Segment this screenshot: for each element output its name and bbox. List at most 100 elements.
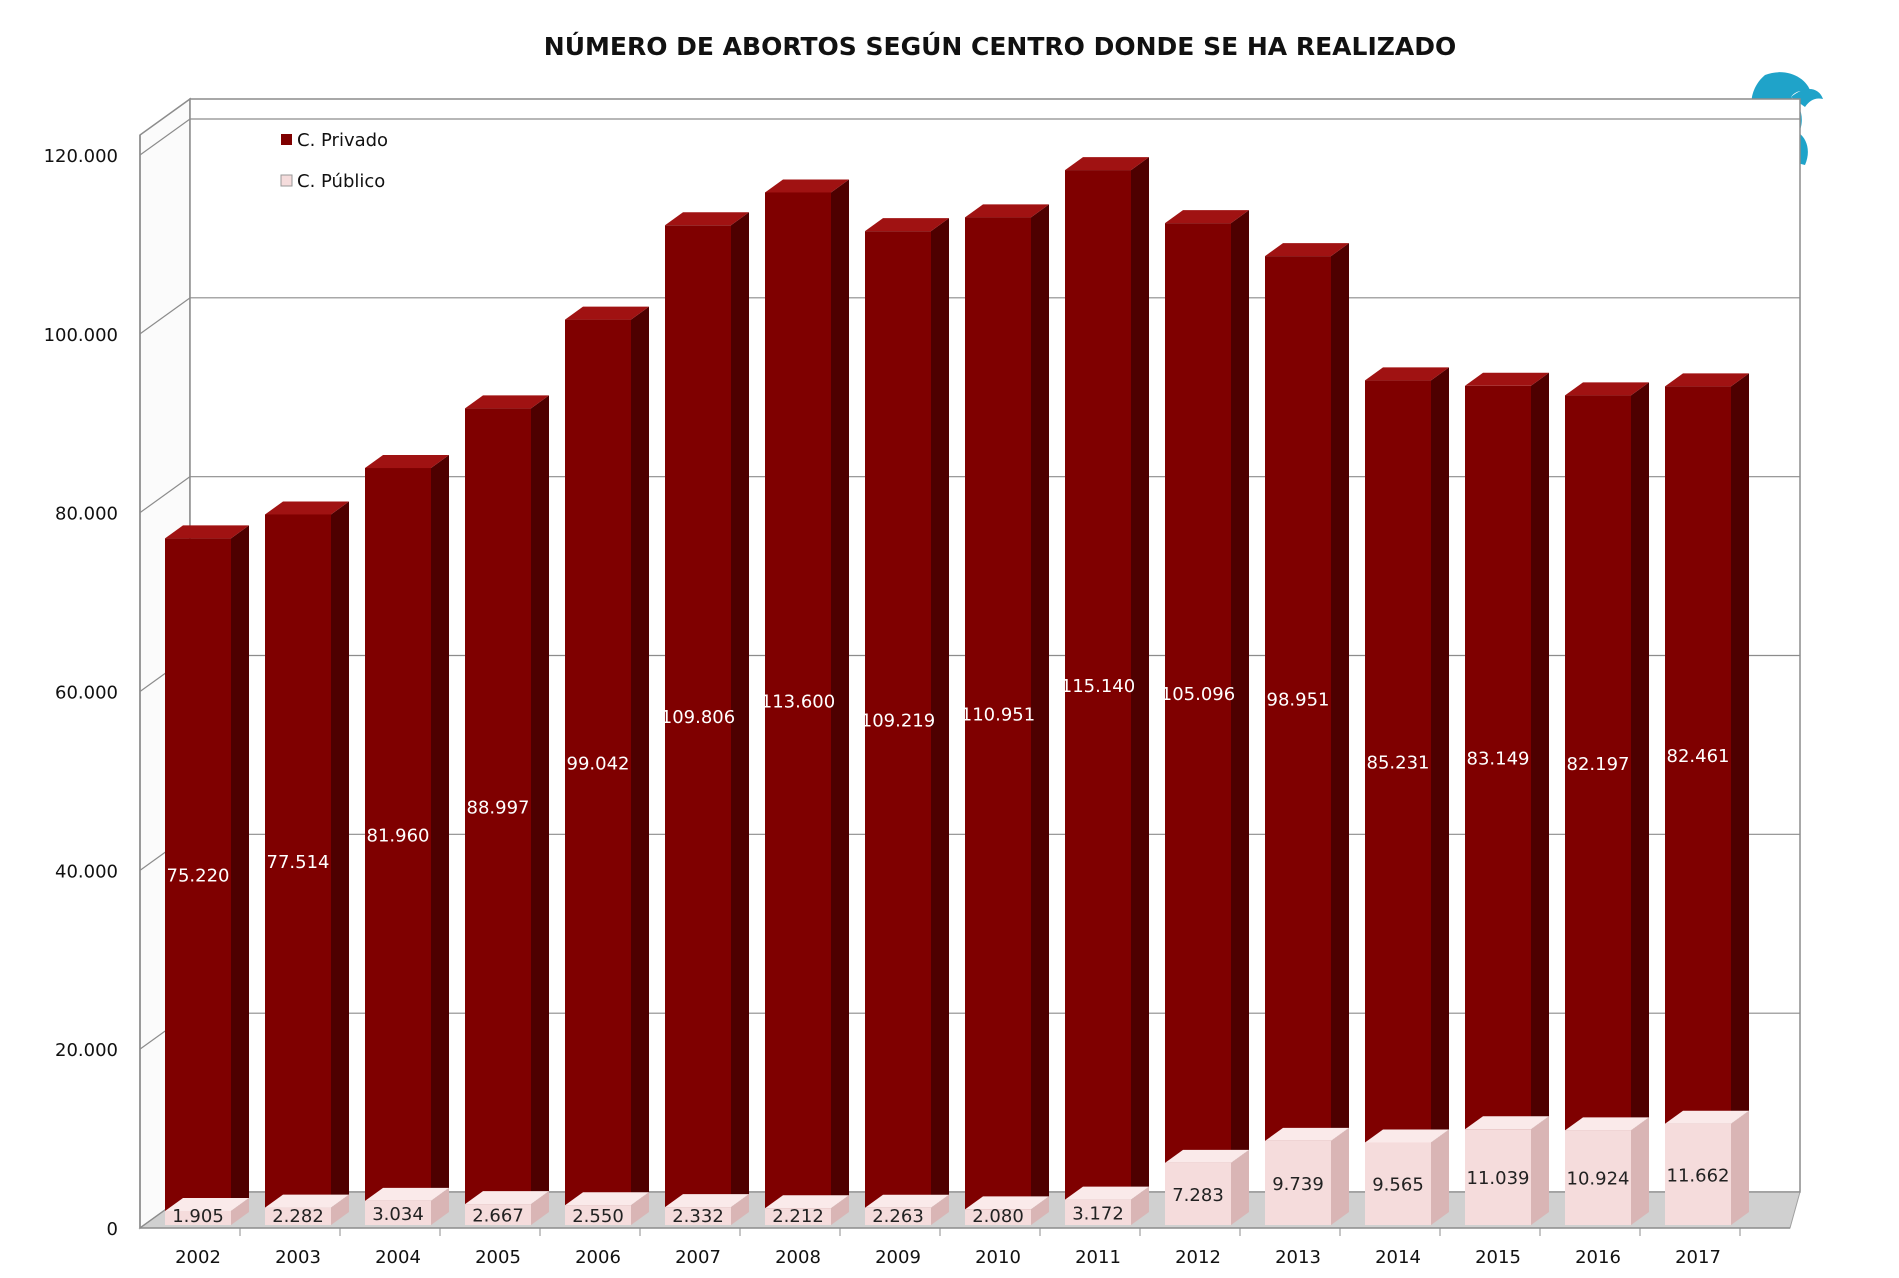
bar-privado xyxy=(265,501,349,1208)
bar-publico-side xyxy=(1331,1127,1349,1225)
bar-publico-top xyxy=(165,1197,249,1211)
bar-publico-top xyxy=(1165,1149,1249,1163)
bar-privado-side xyxy=(1631,382,1649,1131)
bar-publico xyxy=(765,1195,849,1225)
bar-publico-front xyxy=(1565,1130,1631,1225)
data-label-privado: 82.197 xyxy=(1567,754,1630,775)
data-label-publico: 2.282 xyxy=(272,1206,324,1227)
data-label-privado: 98.951 xyxy=(1267,690,1330,711)
data-label-privado: 81.960 xyxy=(367,825,430,846)
data-label-publico: 9.739 xyxy=(1272,1174,1324,1195)
bar-publico xyxy=(265,1194,349,1225)
data-label-publico: 1.905 xyxy=(172,1206,224,1227)
data-label-privado: 109.806 xyxy=(661,707,735,728)
x-tick-label: 2009 xyxy=(875,1247,921,1268)
bar-privado-front xyxy=(965,217,1031,1210)
legend-item-privado: C. Privado xyxy=(281,130,388,151)
bar-privado-side xyxy=(931,218,949,1208)
bars xyxy=(165,157,1749,1225)
y-tick-label: 0 xyxy=(107,1219,118,1240)
data-label-publico: 7.283 xyxy=(1172,1185,1224,1206)
bar-privado xyxy=(1265,243,1349,1141)
bar-publico-top xyxy=(265,1194,349,1208)
data-label-privado: 99.042 xyxy=(567,753,630,774)
bar-publico xyxy=(365,1187,449,1225)
data-label-privado: 85.231 xyxy=(1367,752,1430,773)
x-tick-label: 2010 xyxy=(975,1247,1021,1268)
bar-privado-top xyxy=(1165,210,1249,224)
x-tick-label: 2006 xyxy=(575,1247,621,1268)
x-tick-label: 2003 xyxy=(275,1247,321,1268)
data-label-publico: 3.172 xyxy=(1072,1203,1124,1224)
bar-privado xyxy=(565,306,649,1206)
bar-privado xyxy=(1165,210,1249,1163)
bar-privado-top xyxy=(865,218,949,232)
bar-privado-side xyxy=(431,455,449,1201)
legend-swatch-privado xyxy=(281,134,292,145)
x-tick-label: 2013 xyxy=(1275,1247,1321,1268)
bar-publico-top xyxy=(565,1192,649,1206)
bar-publico-front xyxy=(365,1200,431,1225)
bar-publico-top xyxy=(1565,1117,1649,1131)
bar-privado-top xyxy=(1365,367,1449,381)
bar-privado-side xyxy=(531,395,549,1205)
bar-publico xyxy=(565,1192,649,1225)
data-label-publico: 11.662 xyxy=(1667,1165,1730,1186)
bar-publico xyxy=(665,1194,749,1225)
y-tick-label: 80.000 xyxy=(55,504,118,525)
bar-privado-front xyxy=(1665,386,1731,1124)
data-label-privado: 110.951 xyxy=(961,704,1035,725)
bar-publico-side xyxy=(731,1194,749,1225)
data-label-privado: 115.140 xyxy=(1061,676,1135,697)
bar-publico-side xyxy=(631,1192,649,1225)
bar-privado-top xyxy=(1565,382,1649,396)
legend-label-privado: C. Privado xyxy=(297,130,388,151)
legend-label-publico: C. Público xyxy=(297,171,385,192)
bar-privado-front xyxy=(365,468,431,1201)
bar-publico-front xyxy=(465,1204,531,1225)
y-tick-label: 20.000 xyxy=(55,1040,118,1061)
bar-privado-top xyxy=(665,212,749,226)
bar-publico-front xyxy=(1365,1142,1431,1225)
bar-publico-top xyxy=(865,1194,949,1208)
y-tick-label: 40.000 xyxy=(55,861,118,882)
bar-privado-side xyxy=(1431,367,1449,1143)
x-tick-label: 2012 xyxy=(1175,1247,1221,1268)
bar-publico-top xyxy=(365,1187,449,1201)
data-label-privado: 113.600 xyxy=(761,691,835,712)
bar-privado xyxy=(165,525,249,1211)
data-label-publico: 3.034 xyxy=(372,1204,424,1225)
bar-privado-side xyxy=(331,501,349,1208)
gridline-side xyxy=(139,118,191,156)
bar-publico-front xyxy=(865,1207,931,1225)
bar-publico-top xyxy=(465,1191,549,1205)
bar-publico-front xyxy=(1665,1123,1731,1225)
x-axis-ticks: 2002 2003 2004 2005 2006 2007 2008 2009 2010 2011… xyxy=(140,1227,1790,1268)
data-label-publico: 2.550 xyxy=(572,1206,624,1227)
x-tick-label: 2004 xyxy=(375,1247,421,1268)
bar-publico-side xyxy=(1431,1129,1449,1225)
data-labels: 75.220 1.905 77.514 2.282 81.960 3.034 88.997 2… xyxy=(167,676,1730,1227)
bar-privado-top xyxy=(165,525,249,539)
bar-privado xyxy=(765,179,849,1209)
bar-publico-side xyxy=(431,1187,449,1225)
bar-privado-front xyxy=(565,319,631,1206)
data-label-publico: 11.039 xyxy=(1467,1168,1530,1189)
bar-publico-side xyxy=(1131,1186,1149,1225)
bar-publico xyxy=(165,1197,249,1225)
bar-privado xyxy=(1065,157,1149,1200)
bar-privado xyxy=(965,204,1049,1210)
data-label-privado: 82.461 xyxy=(1667,746,1730,767)
bar-privado xyxy=(665,212,749,1208)
bar-privado-front xyxy=(265,514,331,1208)
bar-privado xyxy=(1365,367,1449,1143)
y-tick-label: 60.000 xyxy=(55,683,118,704)
legend: C. Privado C. Público xyxy=(280,130,388,192)
data-label-publico: 2.263 xyxy=(872,1206,924,1227)
bar-publico-side xyxy=(1731,1110,1749,1225)
bar-privado-top xyxy=(1065,157,1149,171)
gridline-side xyxy=(139,297,191,335)
bar-publico xyxy=(465,1191,549,1225)
bar-privado-front xyxy=(465,408,531,1205)
bar-publico-front xyxy=(665,1207,731,1225)
